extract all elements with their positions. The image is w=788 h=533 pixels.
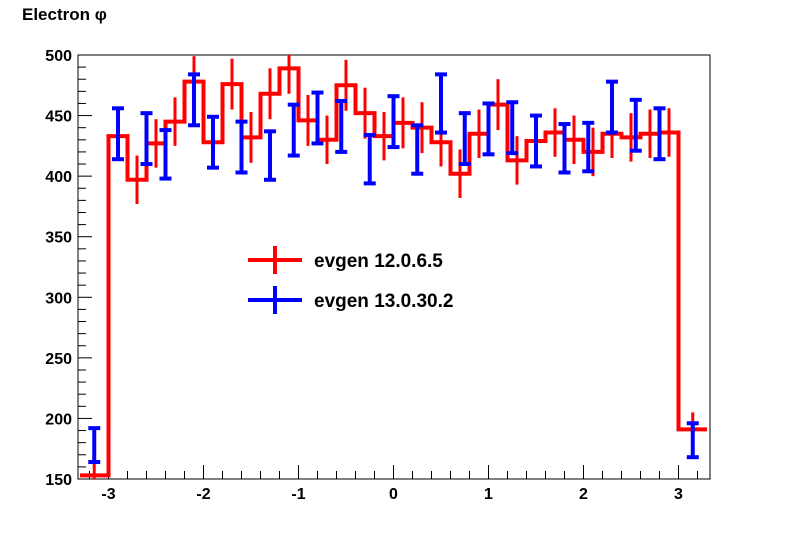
blue-data-point <box>335 99 348 154</box>
axis-ticks <box>78 54 698 480</box>
x-tick-label: 3 <box>674 486 683 503</box>
blue-data-point <box>558 122 571 175</box>
blue-data-point <box>458 111 471 167</box>
blue-data-point <box>387 94 400 150</box>
blue-data-point <box>207 114 219 170</box>
blue-data-point <box>264 129 276 182</box>
legend-entry-red: evgen 12.0.6.5 <box>248 246 443 274</box>
blue-data-point <box>530 113 542 169</box>
blue-data-point <box>686 421 699 460</box>
blue-data-point <box>235 119 248 175</box>
blue-data-point <box>506 100 519 156</box>
blue-data-point <box>482 101 495 157</box>
blue-data-point <box>582 120 595 174</box>
blue-data-point <box>287 102 300 158</box>
x-tick-label: -1 <box>291 486 305 503</box>
legend-label: evgen 12.0.6.5 <box>314 251 443 272</box>
blue-data-point <box>363 132 376 186</box>
legend: evgen 12.0.6.5 evgen 13.0.30.2 <box>248 246 453 314</box>
series-blue <box>88 72 699 465</box>
y-tick-label: 500 <box>45 48 72 65</box>
blue-data-point <box>629 97 642 153</box>
x-tick-label: 1 <box>484 486 493 503</box>
x-tick-label: -2 <box>196 486 210 503</box>
legend-label: evgen 13.0.30.2 <box>314 291 453 312</box>
y-tick-label: 300 <box>45 290 72 307</box>
blue-data-point <box>653 106 666 162</box>
y-tick-label: 150 <box>45 472 72 489</box>
blue-data-point <box>159 128 172 181</box>
legend-entry-blue: evgen 13.0.30.2 <box>248 286 453 314</box>
chart-title: Electron φ <box>22 5 107 24</box>
y-tick-label: 250 <box>45 351 72 368</box>
y-tick-label: 350 <box>45 230 72 247</box>
x-tick-label: 0 <box>389 486 398 503</box>
blue-data-point <box>188 72 200 128</box>
blue-data-point <box>88 426 101 465</box>
blue-data-point <box>112 106 124 162</box>
blue-data-point <box>435 72 447 135</box>
y-tick-label: 450 <box>45 109 72 126</box>
y-tick-label: 200 <box>45 411 72 428</box>
blue-data-point <box>311 90 324 146</box>
x-tick-label: 2 <box>579 486 588 503</box>
tick-labels: -3 -2 -1 0 1 2 3 150 200 250 300 350 400 450 500 <box>45 48 683 503</box>
blue-data-point <box>411 123 424 176</box>
blue-data-point <box>606 79 618 135</box>
y-tick-label: 400 <box>45 169 72 186</box>
x-tick-label: -3 <box>101 486 115 503</box>
blue-data-point <box>140 111 153 167</box>
